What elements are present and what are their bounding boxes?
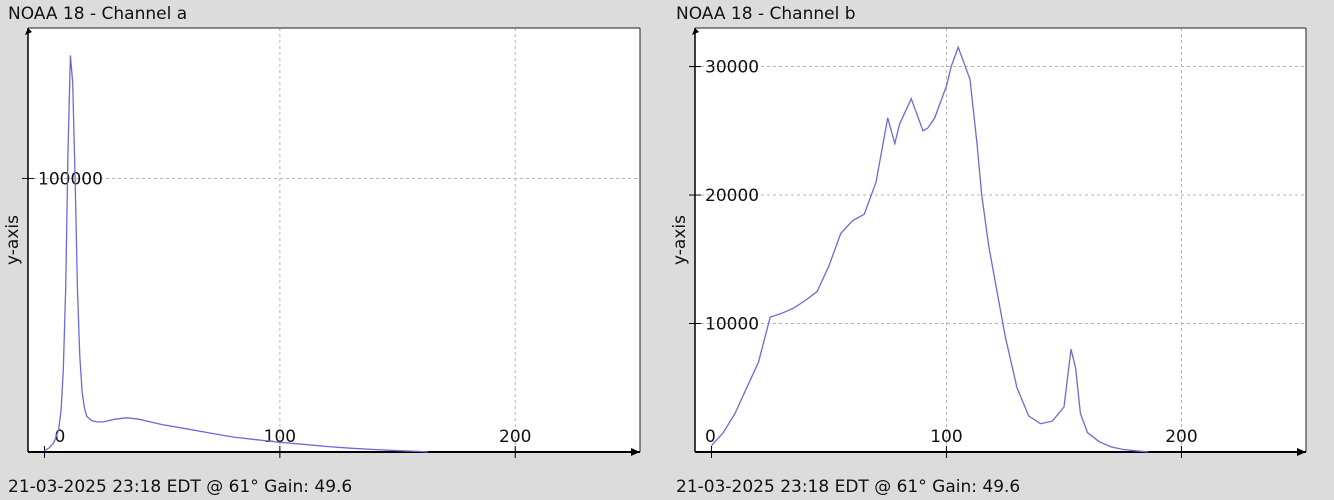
x-tick-label: 100 xyxy=(930,427,962,447)
plot-background xyxy=(695,28,1306,452)
y-tick-label: 0 xyxy=(705,427,716,447)
chart-title: NOAA 18 - Channel a xyxy=(8,4,188,24)
x-tick-label: 200 xyxy=(1165,427,1197,447)
x-tick-label: 200 xyxy=(499,427,531,447)
chart-title: NOAA 18 - Channel b xyxy=(676,4,856,24)
series-line xyxy=(711,45,1149,453)
y-axis-label: y-axis xyxy=(670,215,690,265)
x-tick-label: 0 xyxy=(54,427,65,447)
y-tick-label: 100000 xyxy=(38,169,103,189)
chart-footer: 21-03-2025 23:18 EDT @ 61° Gain: 49.6 xyxy=(8,477,353,497)
y-axis-label: y-axis xyxy=(3,215,23,265)
x-axis-arrow-icon xyxy=(1297,448,1306,456)
series-line xyxy=(44,55,429,453)
y-tick-label: 20000 xyxy=(705,186,759,206)
plot-background xyxy=(28,28,640,452)
y-axis-arrow-icon xyxy=(692,28,699,35)
y-tick-label: 10000 xyxy=(705,315,759,335)
y-axis-arrow-icon xyxy=(25,28,32,35)
chart-footer: 21-03-2025 23:18 EDT @ 61° Gain: 49.6 xyxy=(676,477,1021,497)
x-axis-arrow-icon xyxy=(631,448,640,456)
y-tick-label: 30000 xyxy=(705,58,759,78)
